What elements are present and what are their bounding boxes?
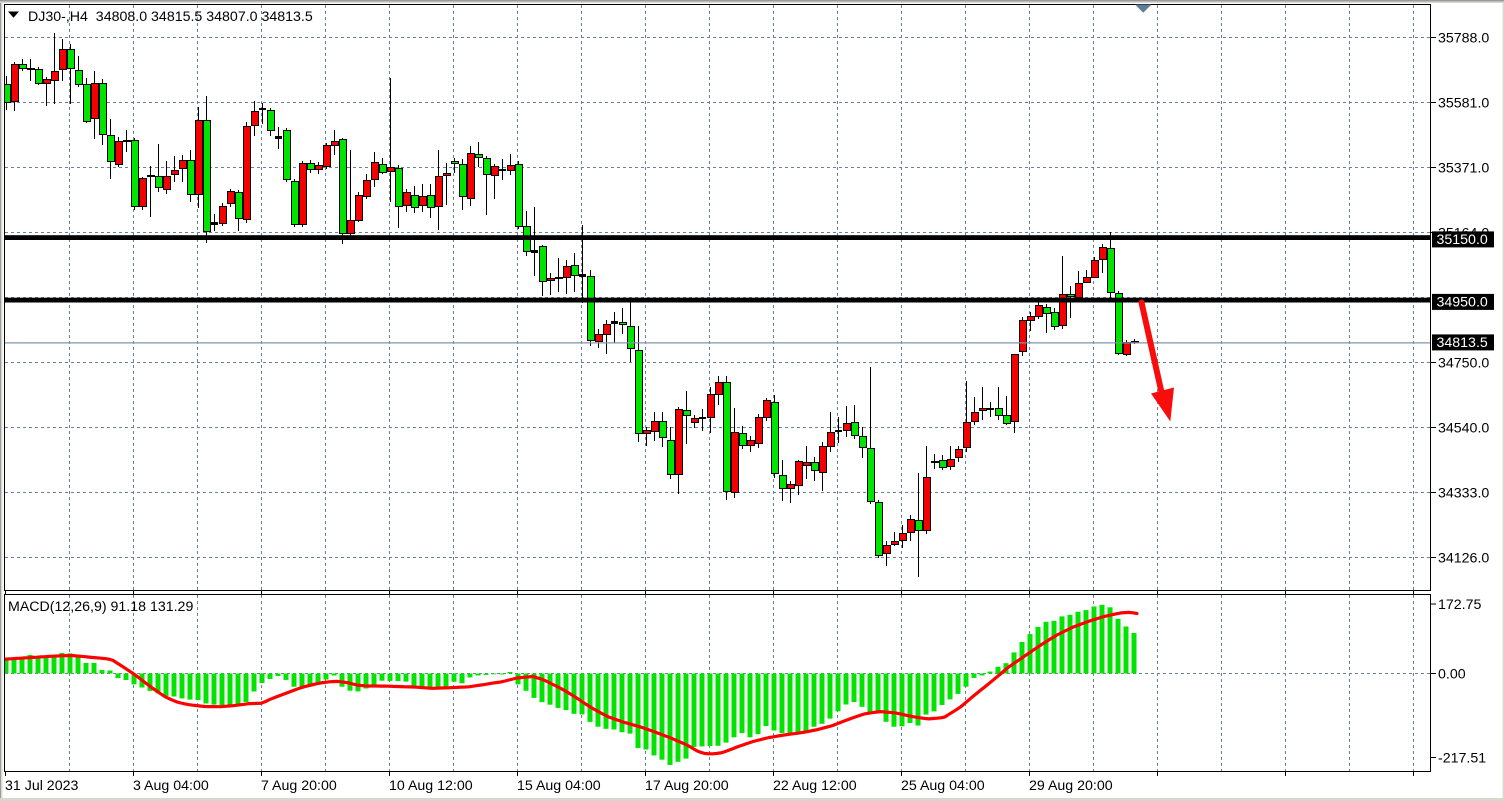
- svg-text:35788.0: 35788.0: [1438, 31, 1489, 47]
- svg-text:22 Aug 12:00: 22 Aug 12:00: [773, 778, 857, 794]
- svg-text:3 Aug 04:00: 3 Aug 04:00: [133, 778, 209, 794]
- svg-text:DJ30-,H4 34808.0 34815.5 3480: DJ30-,H4 34808.0 34815.5 34807.0 34813.5: [28, 9, 313, 25]
- svg-text:34126.0: 34126.0: [1438, 551, 1489, 567]
- svg-text:29 Aug 20:00: 29 Aug 20:00: [1029, 778, 1113, 794]
- svg-text:34750.0: 34750.0: [1438, 356, 1489, 372]
- svg-text:MACD(12,26,9) 91.18 131.29: MACD(12,26,9) 91.18 131.29: [8, 599, 193, 615]
- svg-text:34540.0: 34540.0: [1438, 421, 1489, 437]
- svg-text:-217.51: -217.51: [1438, 751, 1486, 767]
- svg-text:15 Aug 04:00: 15 Aug 04:00: [517, 778, 601, 794]
- svg-text:172.75: 172.75: [1438, 597, 1482, 613]
- svg-text:35150.0: 35150.0: [1437, 232, 1488, 248]
- svg-text:34813.5: 34813.5: [1437, 335, 1488, 351]
- svg-text:10 Aug 12:00: 10 Aug 12:00: [389, 778, 473, 794]
- svg-text:0.00: 0.00: [1438, 667, 1466, 683]
- svg-text:7 Aug 20:00: 7 Aug 20:00: [261, 778, 337, 794]
- svg-text:34333.0: 34333.0: [1438, 486, 1489, 502]
- svg-text:25 Aug 04:00: 25 Aug 04:00: [901, 778, 985, 794]
- svg-text:35371.0: 35371.0: [1438, 161, 1489, 177]
- svg-text:31 Jul 2023: 31 Jul 2023: [5, 778, 78, 794]
- svg-text:34950.0: 34950.0: [1437, 294, 1488, 310]
- svg-text:17 Aug 20:00: 17 Aug 20:00: [645, 778, 729, 794]
- svg-text:35581.0: 35581.0: [1438, 96, 1489, 112]
